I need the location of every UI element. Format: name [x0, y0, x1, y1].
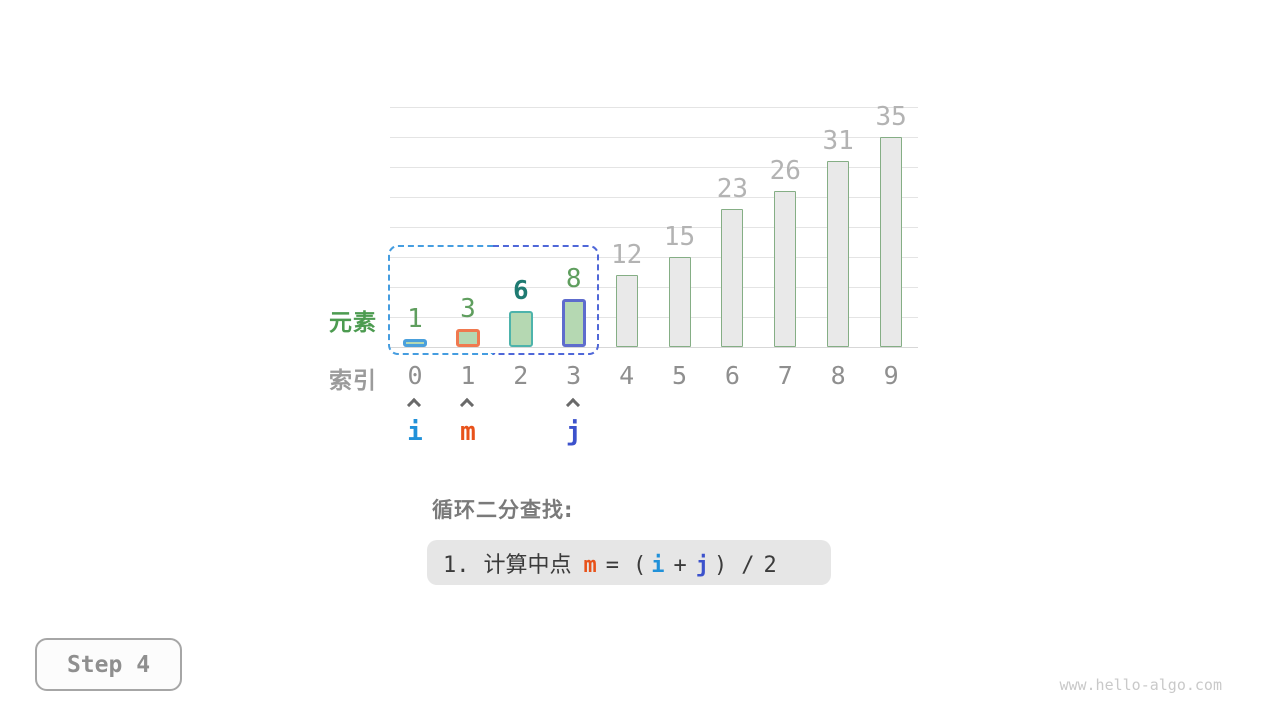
index-label: 1 [460, 361, 476, 390]
index-label: 9 [883, 361, 899, 390]
gridline [390, 197, 918, 198]
bar [774, 191, 797, 347]
formula-part: ( [633, 552, 647, 578]
bar [615, 275, 638, 347]
index-label: 4 [619, 361, 635, 390]
gridline [390, 137, 918, 138]
formula-part: ) [714, 552, 728, 578]
watermark: www.hello-algo.com [1059, 676, 1222, 694]
bar [827, 161, 850, 347]
gridline [390, 317, 918, 318]
bar-value-label: 1 [407, 304, 423, 334]
pointer-label-i: i [407, 417, 423, 447]
search-range-left-bracket [388, 245, 493, 355]
index-row-label: 索引 [329, 368, 377, 394]
bar [508, 311, 533, 347]
formula-part: 2 [763, 552, 777, 578]
gridline [390, 167, 918, 168]
index-label: 0 [407, 361, 423, 390]
index-label: 6 [724, 361, 740, 390]
formula-part: 计算中点 [483, 552, 572, 578]
formula-part: / [741, 552, 755, 578]
gridline [390, 107, 918, 108]
formula-part: m [583, 552, 597, 578]
formula-pill: 1. 计算中点 m = (i + j) / 2 [427, 540, 831, 585]
caption-title: 循环二分查找: [432, 498, 574, 522]
bar [403, 339, 427, 347]
bar [668, 257, 691, 347]
pointer-caret-icon [565, 397, 580, 413]
bar [880, 137, 903, 347]
bar-value-label: 31 [822, 126, 854, 156]
formula-part: = [605, 552, 620, 578]
x-axis-line [390, 347, 918, 348]
index-label: 5 [671, 361, 688, 390]
formula-part: i [651, 552, 665, 578]
index-label: 7 [777, 361, 793, 390]
pointer-caret-icon [459, 397, 474, 413]
pointer-label-j: j [565, 417, 582, 447]
element-row-label: 元素 [329, 310, 377, 336]
bar [561, 299, 586, 347]
formula-part: + [673, 552, 687, 578]
gridline [390, 227, 918, 228]
pointer-label-m: m [460, 417, 476, 447]
formula-text: 1. 计算中点 m = (i + j) / 2 [443, 547, 777, 579]
bar-value-label: 8 [565, 264, 582, 294]
bar-value-label: 23 [716, 174, 749, 204]
search-range-right-bracket [493, 245, 599, 355]
index-label: 3 [566, 361, 582, 390]
bar-value-label: 35 [875, 102, 907, 132]
bar-value-label: 26 [769, 156, 801, 186]
gridline [390, 287, 918, 288]
index-label: 2 [513, 361, 529, 390]
index-label: 8 [830, 361, 846, 390]
formula-part: 1. [443, 552, 470, 578]
bar-value-label: 6 [512, 276, 529, 306]
gridline [390, 257, 918, 258]
step-badge: Step 4 [35, 638, 182, 691]
bar [721, 209, 744, 347]
bar-value-label: 12 [610, 240, 643, 270]
bar-value-label: 15 [663, 222, 696, 252]
bar [455, 329, 480, 347]
formula-part: j [695, 552, 710, 578]
bar-value-label: 3 [460, 294, 476, 324]
pointer-caret-icon [406, 397, 422, 413]
